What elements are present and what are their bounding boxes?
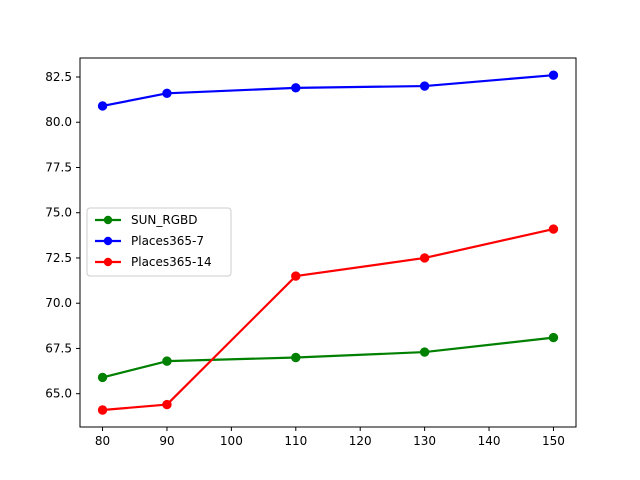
data-point xyxy=(548,332,559,343)
legend-item: Places365-14 xyxy=(95,255,212,269)
legend: SUN_RGBD Places365-7 Places365-14 xyxy=(86,207,232,277)
data-point xyxy=(162,356,172,366)
data-point xyxy=(291,352,301,363)
x-tick-label: 80 xyxy=(95,434,110,448)
series-group xyxy=(97,70,559,415)
data-point xyxy=(291,83,301,93)
x-tick-label: 90 xyxy=(159,434,174,448)
legend-item: SUN_RGBD xyxy=(95,213,198,227)
legend-label: Places365-14 xyxy=(131,255,212,269)
y-tick-label: 67.5 xyxy=(45,341,72,355)
y-tick-label: 72.5 xyxy=(45,251,72,265)
legend-label: SUN_RGBD xyxy=(131,213,198,227)
y-tick-label: 75.0 xyxy=(45,206,72,220)
legend-item: Places365-7 xyxy=(95,234,204,248)
series-2 xyxy=(97,224,559,415)
y-tick-label: 77.5 xyxy=(45,160,72,174)
data-point xyxy=(419,347,430,357)
x-tick-label: 100 xyxy=(220,434,243,448)
series-1 xyxy=(97,70,559,111)
data-point xyxy=(419,81,430,91)
data-point xyxy=(291,271,301,281)
axes-frame xyxy=(79,57,577,428)
data-point xyxy=(97,372,108,383)
legend-box xyxy=(86,207,232,277)
legend-label: Places365-7 xyxy=(131,234,204,248)
series-0 xyxy=(97,332,559,383)
data-point xyxy=(548,70,559,80)
x-tick-label: 140 xyxy=(478,434,501,448)
legend-marker xyxy=(103,236,113,246)
y-tick-label: 70.0 xyxy=(45,296,72,310)
y-tick-label: 65.0 xyxy=(45,387,72,401)
x-tick-label: 150 xyxy=(542,434,565,448)
x-tick-label: 130 xyxy=(413,434,436,448)
data-point xyxy=(548,224,559,234)
data-point xyxy=(97,405,108,415)
data-point xyxy=(162,88,172,98)
data-point xyxy=(97,101,108,111)
data-point xyxy=(419,253,430,263)
data-point xyxy=(162,399,172,410)
x-tick-label: 120 xyxy=(349,434,372,448)
legend-marker xyxy=(103,215,113,225)
axes-group: 80 90 100 110 120 130 140 150 65.0 67.5 70.0 72.5 75… xyxy=(45,57,577,448)
legend-marker xyxy=(103,257,113,267)
y-tick-label: 80.0 xyxy=(45,115,72,129)
y-tick-label: 82.5 xyxy=(45,70,72,84)
x-tick-label: 110 xyxy=(284,434,307,448)
